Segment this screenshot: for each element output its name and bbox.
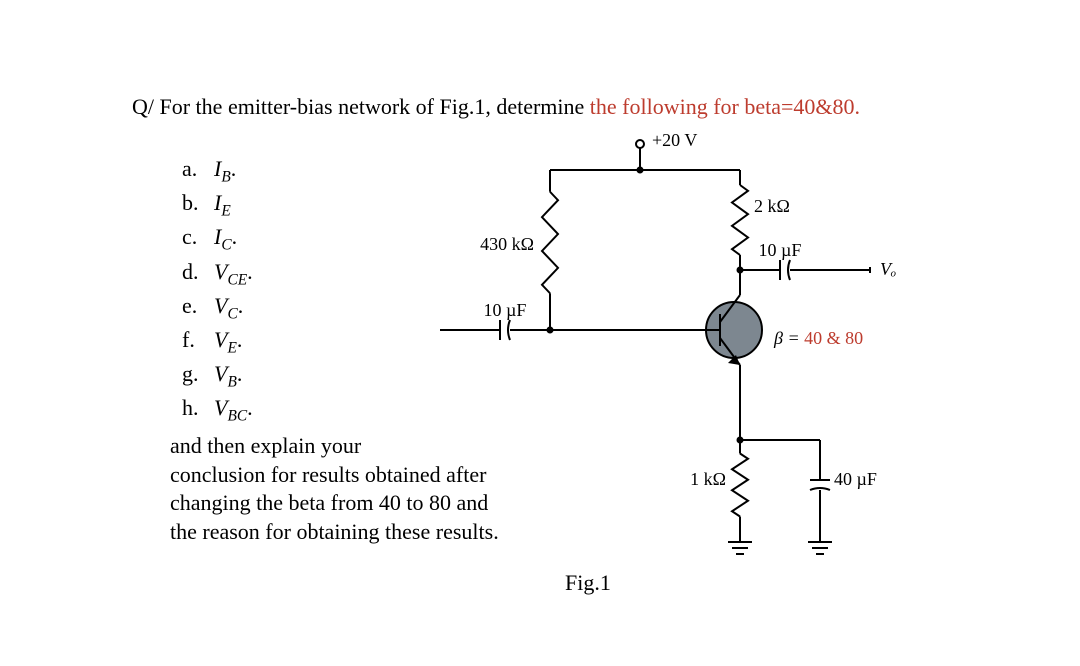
- item-letter: c.: [182, 222, 204, 256]
- item-symbol: IE: [214, 188, 231, 222]
- item-symbol: VBC.: [214, 393, 253, 427]
- item-letter: f.: [182, 325, 204, 359]
- item-letter: g.: [182, 359, 204, 393]
- item-letter: a.: [182, 154, 204, 188]
- list-item: d. VCE.: [182, 257, 253, 291]
- list-item: b. IE: [182, 188, 253, 222]
- item-letter: e.: [182, 291, 204, 325]
- svg-text:+20 V: +20 V: [652, 130, 697, 150]
- figure-caption: Fig.1: [565, 570, 611, 596]
- circuit-schematic: +20 V430 kΩ2 kΩ10 µFVₒVᵢ10 µFβ = 40 & 80…: [440, 120, 980, 610]
- svg-text:2 kΩ: 2 kΩ: [754, 196, 790, 216]
- svg-text:1 kΩ: 1 kΩ: [690, 469, 726, 489]
- item-letter: b.: [182, 188, 204, 222]
- svg-text:Vₒ: Vₒ: [880, 259, 896, 279]
- svg-text:40 µF: 40 µF: [834, 469, 877, 489]
- list-item: h. VBC.: [182, 393, 253, 427]
- question-body-2: the following for beta=40&80.: [590, 94, 860, 119]
- svg-text:10 µF: 10 µF: [759, 240, 802, 260]
- item-symbol: VC.: [214, 291, 243, 325]
- question-text: Q/ For the emitter-bias network of Fig.1…: [132, 94, 860, 120]
- question-body-1: For the emitter-bias network of Fig.1, d…: [160, 94, 590, 119]
- list-item: g. VB.: [182, 359, 253, 393]
- list-item: e. VC.: [182, 291, 253, 325]
- item-symbol: IC.: [214, 222, 237, 256]
- svg-text:β = 40 & 80: β = 40 & 80: [773, 328, 863, 348]
- question-prefix: Q/: [132, 94, 154, 119]
- svg-text:10 µF: 10 µF: [484, 300, 527, 320]
- answer-list: a. IB. b. IE c. IC. d. VCE. e. VC. f. VE…: [182, 154, 253, 428]
- list-item: f. VE.: [182, 325, 253, 359]
- item-symbol: IB.: [214, 154, 236, 188]
- item-symbol: VE.: [214, 325, 242, 359]
- item-symbol: VB.: [214, 359, 242, 393]
- item-letter: h.: [182, 393, 204, 427]
- svg-text:430 kΩ: 430 kΩ: [480, 234, 534, 254]
- page: Q/ For the emitter-bias network of Fig.1…: [0, 0, 1080, 666]
- list-item: c. IC.: [182, 222, 253, 256]
- item-symbol: VCE.: [214, 257, 253, 291]
- list-item: a. IB.: [182, 154, 253, 188]
- item-letter: d.: [182, 257, 204, 291]
